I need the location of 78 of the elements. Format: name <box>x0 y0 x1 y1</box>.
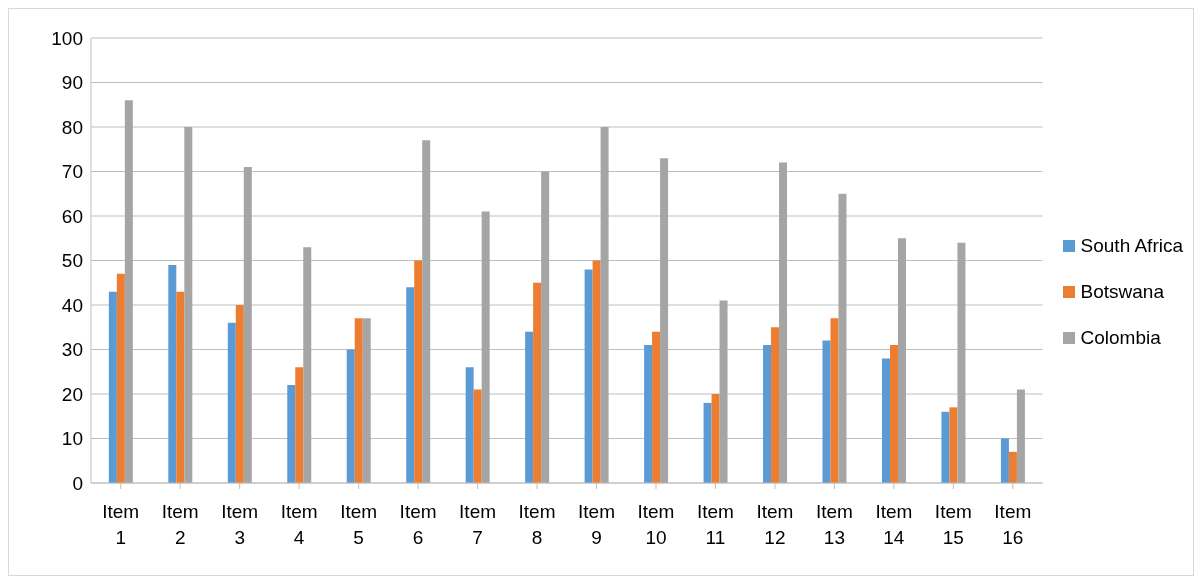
y-tick-label: 60 <box>61 205 83 227</box>
bar <box>711 394 720 483</box>
bar <box>362 318 371 483</box>
bar <box>838 193 847 483</box>
bar <box>406 287 415 483</box>
bar <box>465 367 474 483</box>
bar <box>957 242 966 483</box>
bar <box>771 327 780 483</box>
bar <box>763 345 772 483</box>
y-tick-label: 10 <box>61 428 83 450</box>
x-tick-label: Item 9 <box>578 501 615 548</box>
bar <box>897 238 906 483</box>
bar <box>295 367 304 483</box>
y-tick-label: 20 <box>61 383 83 405</box>
bar <box>243 167 252 483</box>
bar <box>227 322 236 483</box>
x-tick-label: Item 6 <box>399 501 437 548</box>
bar <box>108 291 117 483</box>
bar <box>660 158 669 483</box>
x-tick-label: Item 10 <box>637 501 675 548</box>
bar <box>719 300 728 483</box>
y-tick-label: 40 <box>61 294 83 316</box>
legend-label: Colombia <box>1080 326 1161 350</box>
x-tick-label: Item 2 <box>161 501 199 548</box>
bar <box>124 100 133 483</box>
bar <box>541 171 550 483</box>
bar <box>168 264 177 483</box>
x-tick-label: Item 15 <box>934 501 972 548</box>
bar <box>941 411 950 483</box>
bar <box>422 140 431 483</box>
x-tick-label: Item 14 <box>875 501 913 548</box>
bar <box>303 247 312 483</box>
x-tick-label: Item 12 <box>756 501 794 548</box>
bar <box>525 331 534 483</box>
bar <box>354 318 363 483</box>
x-tick-label: Item 5 <box>340 501 378 548</box>
bar <box>287 385 296 483</box>
x-tick-label: Item 8 <box>518 501 556 548</box>
y-tick-label: 90 <box>61 72 83 94</box>
bar <box>1008 451 1017 483</box>
x-tick-label: Item 3 <box>221 501 259 548</box>
bar <box>644 345 653 483</box>
bar <box>600 127 609 483</box>
y-tick-label: 80 <box>61 116 83 138</box>
bar <box>533 282 542 483</box>
y-tick-label: 50 <box>61 250 83 272</box>
x-tick-label: Item 11 <box>696 501 734 548</box>
bar <box>176 291 185 483</box>
bar <box>652 331 661 483</box>
x-tick-label: Item 1 <box>102 501 140 548</box>
bar <box>1016 389 1025 483</box>
x-tick-label: Item 13 <box>815 501 853 548</box>
y-tick-label: 70 <box>61 161 83 183</box>
legend-label: South Africa <box>1080 234 1183 258</box>
bar <box>116 273 125 483</box>
bar <box>346 349 355 483</box>
bar <box>592 260 601 483</box>
x-tick-label: Item 7 <box>459 501 497 548</box>
y-tick-label: 100 <box>51 27 83 49</box>
y-tick-label: 30 <box>61 339 83 361</box>
bar <box>703 402 712 483</box>
bar <box>414 260 423 483</box>
x-tick-label: Item 4 <box>280 501 318 548</box>
bar <box>889 345 898 483</box>
bar <box>822 340 831 483</box>
bar <box>584 269 593 483</box>
bar <box>473 389 482 483</box>
y-tick-label: 0 <box>72 472 83 494</box>
bar <box>1000 438 1009 483</box>
bar <box>949 407 958 483</box>
bar <box>184 127 193 483</box>
bar <box>881 358 890 483</box>
bar <box>830 318 839 483</box>
bar <box>481 211 490 483</box>
legend-label: Botswana <box>1080 280 1164 304</box>
bar <box>235 305 244 483</box>
bar <box>779 162 788 483</box>
x-tick-label: Item 16 <box>994 501 1032 548</box>
